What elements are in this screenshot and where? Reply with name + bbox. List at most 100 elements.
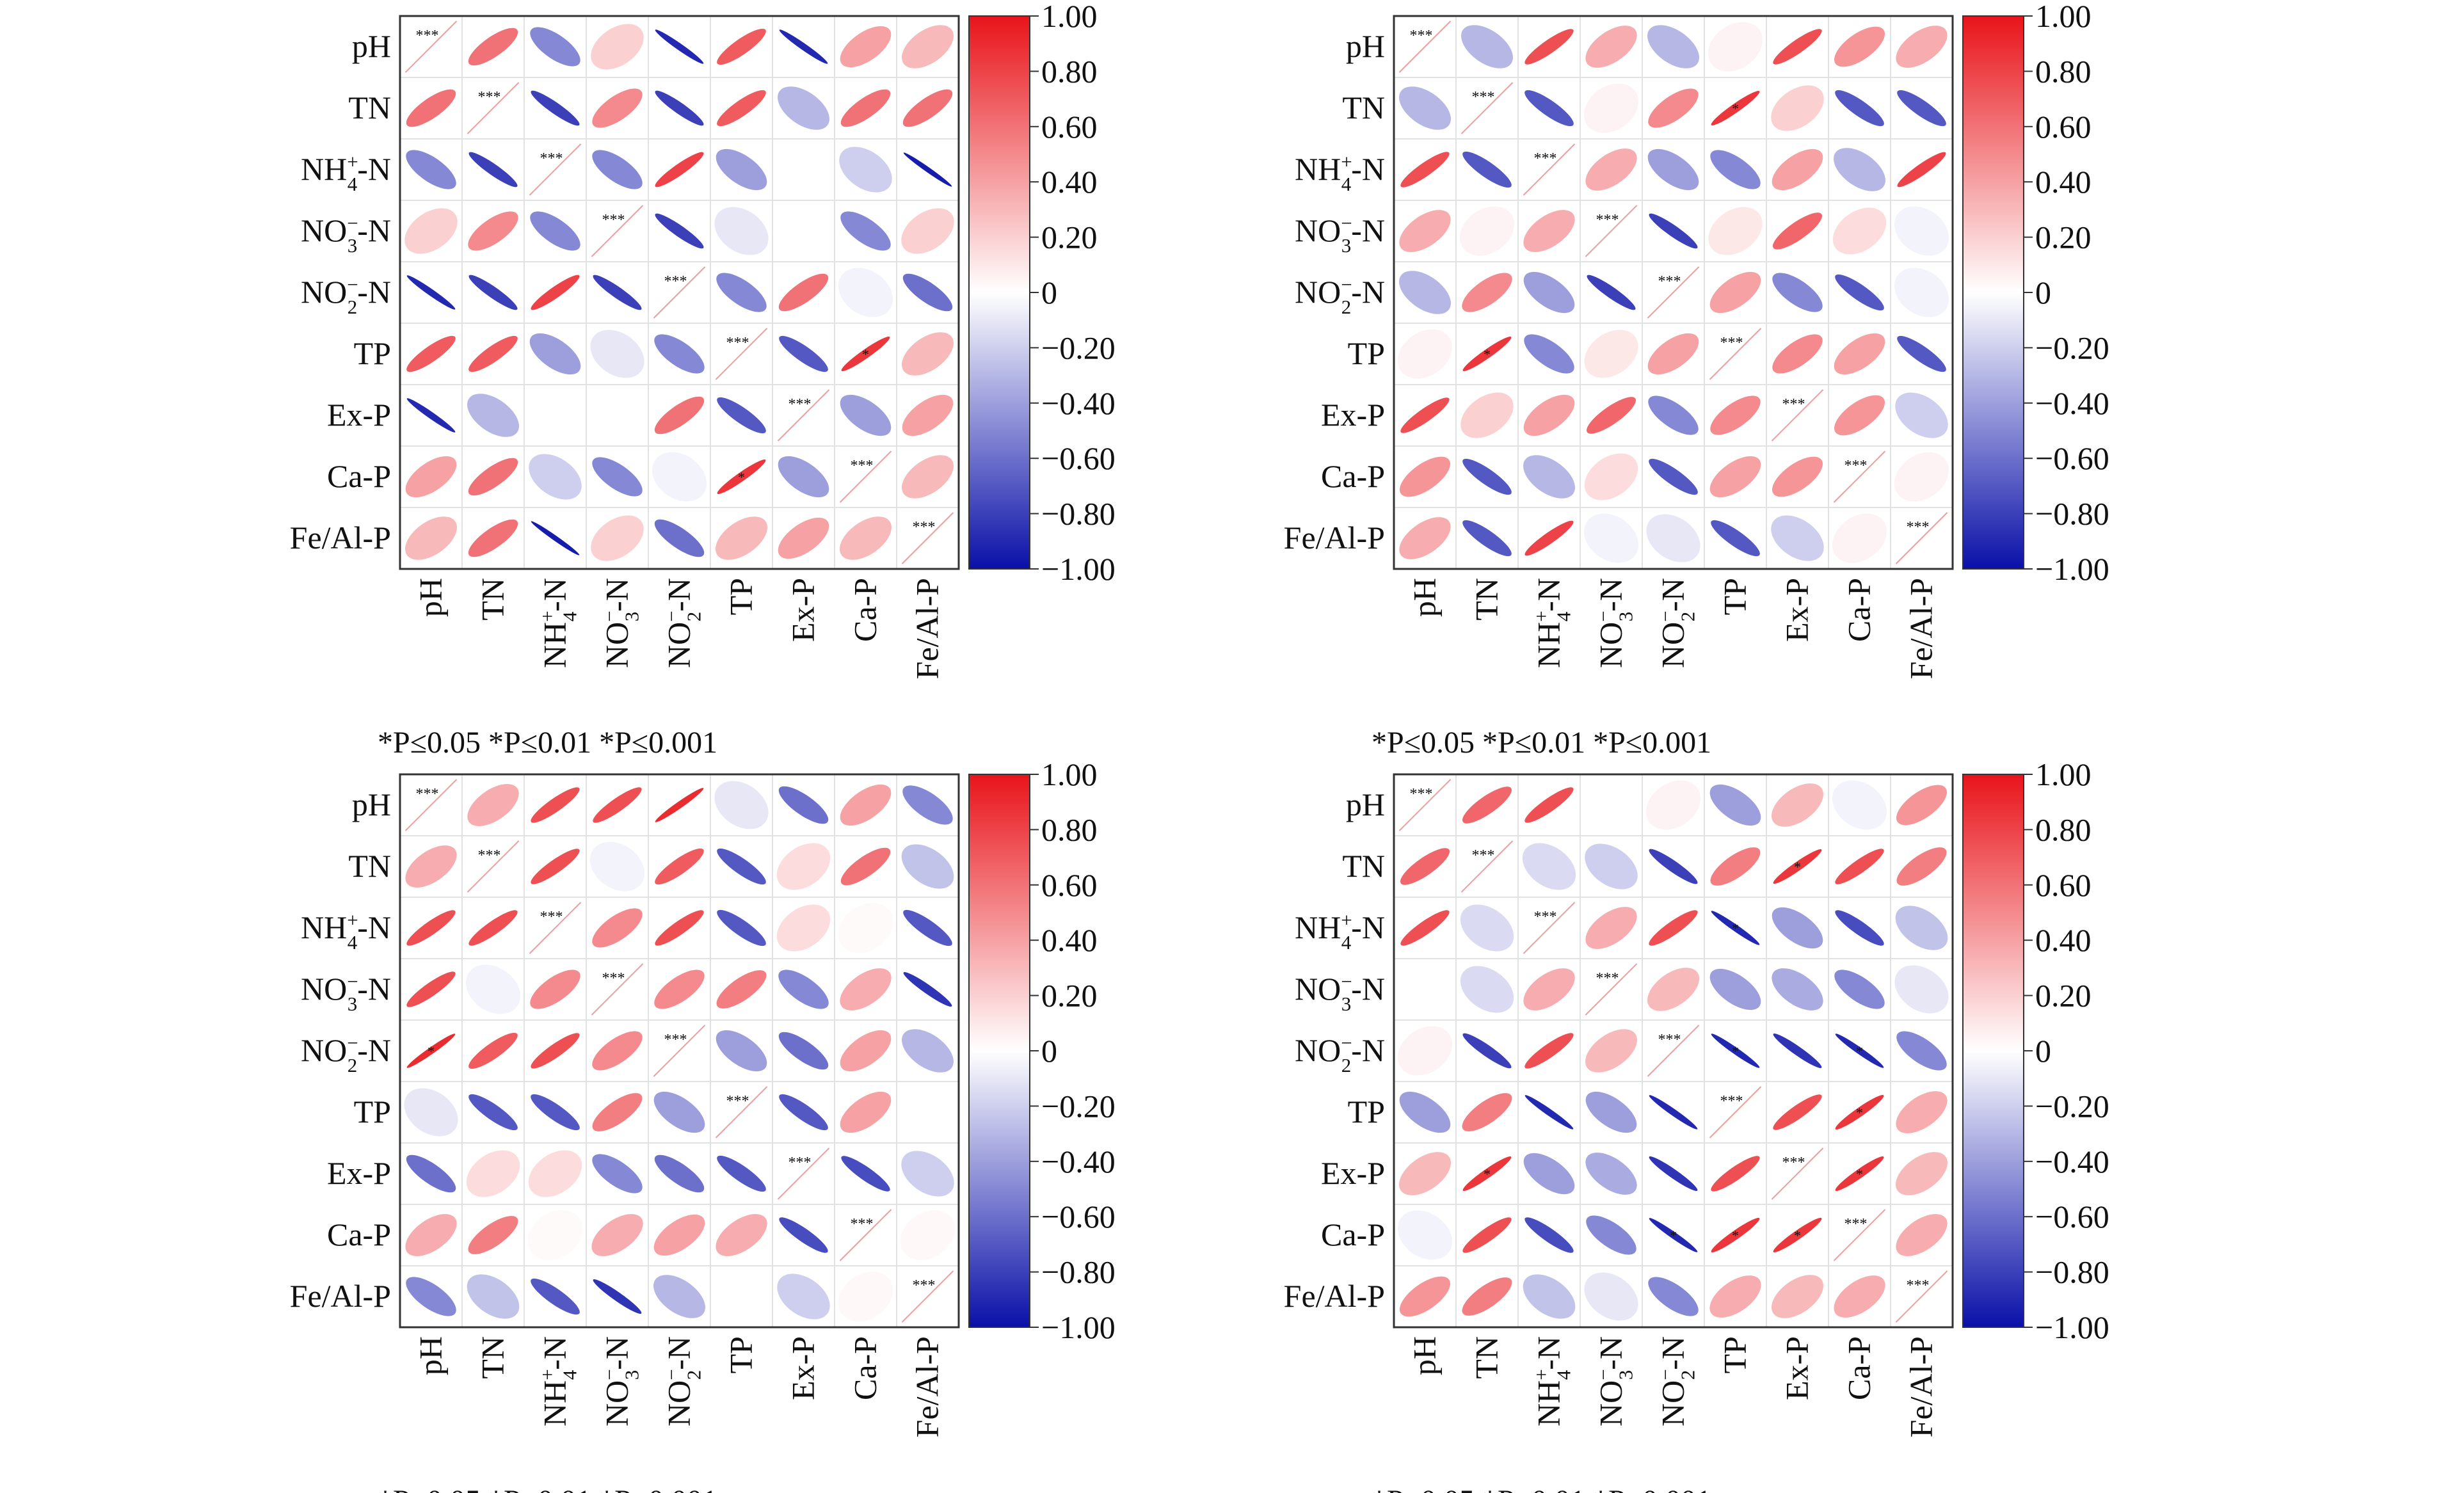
colorbar-tick-label: 0 xyxy=(2035,275,2051,310)
colorbar-tick-label: −1.00 xyxy=(2035,1309,2109,1345)
correlation-ellipse xyxy=(1587,397,1636,434)
significance-star: * xyxy=(1794,859,1801,875)
colorbar-tick-label: 0.60 xyxy=(2035,109,2092,145)
correlation-ellipse xyxy=(1585,26,1637,68)
correlation-ellipse xyxy=(1524,1217,1574,1253)
grid-cell xyxy=(1704,507,1767,570)
column-label: NO−3-N xyxy=(1592,578,1637,668)
colorbar-tick-label: 0.80 xyxy=(1041,811,1098,847)
correlation-ellipse xyxy=(1773,1218,1822,1252)
column-label: pH xyxy=(1407,578,1443,617)
colorbar-tick-label: 0.20 xyxy=(1041,220,1098,255)
correlation-ellipse xyxy=(1897,90,1946,127)
correlation-ellipse xyxy=(901,1151,954,1197)
correlation-ellipse xyxy=(1894,206,1949,256)
correlation-ellipse xyxy=(1397,1026,1453,1076)
colorbar-tick-label: −0.40 xyxy=(2035,385,2109,421)
row-label: Fe/Al-P xyxy=(290,520,391,555)
diagonal-significance-label: *** xyxy=(1720,335,1743,351)
correlation-ellipse xyxy=(1399,271,1451,314)
diagonal-line xyxy=(529,143,582,196)
correlation-ellipse xyxy=(468,519,518,557)
correlation-ellipse xyxy=(1524,29,1574,65)
correlation-ellipse xyxy=(1648,1277,1699,1316)
correlation-ellipse xyxy=(1710,847,1761,886)
significance-star: * xyxy=(1732,1043,1739,1059)
significance-star: * xyxy=(1794,1227,1801,1243)
diagonal-significance-label: *** xyxy=(1534,909,1557,925)
colorbar-tick-label: 1.00 xyxy=(1041,756,1098,792)
correlation-ellipse xyxy=(531,1033,580,1069)
correlation-ellipse xyxy=(1896,785,1947,826)
correlation-ellipse xyxy=(1523,271,1575,314)
significance-star: * xyxy=(862,346,869,362)
colorbar-tick-label: −0.80 xyxy=(1041,1254,1116,1290)
diagonal-significance-label: *** xyxy=(1844,458,1868,474)
diagonal-significance-label: *** xyxy=(1472,89,1495,106)
diagonal-significance-label: *** xyxy=(478,89,501,106)
row-label: NO− 2-N xyxy=(1295,273,1385,318)
correlation-ellipse xyxy=(1708,22,1763,72)
correlation-ellipse xyxy=(1460,966,1514,1013)
correlation-ellipse xyxy=(1709,784,1761,826)
correlation-ellipse xyxy=(1585,843,1638,890)
correlation-ellipse xyxy=(468,1032,518,1069)
correlation-ellipse xyxy=(779,29,828,64)
diagonal-significance-label: *** xyxy=(1596,212,1619,228)
grid-cell xyxy=(1766,15,1829,78)
column-label: Fe/Al-P xyxy=(909,1336,945,1437)
correlation-ellipse xyxy=(1524,334,1574,374)
row-label: NH+ 4-N xyxy=(301,150,391,195)
column-label: Ex-P xyxy=(785,578,821,642)
correlation-ellipse xyxy=(903,909,952,946)
diagonal-significance-label: *** xyxy=(416,28,439,44)
correlation-ellipse xyxy=(1399,517,1451,559)
row-label: TP xyxy=(354,335,391,371)
correlation-ellipse xyxy=(593,787,642,823)
row-label: NH+ 4-N xyxy=(1295,909,1385,954)
correlation-ellipse xyxy=(468,910,518,946)
colorbar-tick-label: 0.40 xyxy=(1041,922,1098,958)
correlation-ellipse xyxy=(591,24,644,70)
row-label: NH+ 4-N xyxy=(1295,150,1385,195)
row-label: Ex-P xyxy=(1321,397,1385,433)
column-label: NO−2-N xyxy=(660,1336,705,1426)
correlation-ellipse xyxy=(468,458,518,496)
diagonal-line xyxy=(1585,205,1638,257)
row-label: pH xyxy=(1346,786,1385,822)
significance-star: * xyxy=(1732,100,1739,116)
correlation-ellipse xyxy=(1647,148,1699,191)
row-label: pH xyxy=(352,28,391,64)
column-label: NH+4-N xyxy=(1530,1336,1575,1426)
correlation-ellipse xyxy=(1462,786,1512,824)
significance-star: * xyxy=(1484,1166,1491,1182)
correlation-ellipse xyxy=(528,1150,582,1197)
colorbar-tick-label: 0.80 xyxy=(2035,811,2092,847)
correlation-ellipse xyxy=(840,89,891,127)
correlation-ellipse xyxy=(406,1277,456,1316)
correlation-ellipse xyxy=(1711,1034,1760,1068)
correlation-ellipse xyxy=(776,205,831,257)
correlation-ellipse xyxy=(840,516,892,560)
column-label: NO−3-N xyxy=(598,578,643,668)
diagonal-significance-label: *** xyxy=(788,396,812,413)
diagonal-line xyxy=(1895,512,1948,564)
correlation-ellipse xyxy=(1896,26,1948,68)
column-label: NO−2-N xyxy=(1654,578,1699,668)
correlation-ellipse xyxy=(716,148,767,191)
colorbar-tick-label: 1.00 xyxy=(1041,0,1098,34)
diagonal-significance-label: *** xyxy=(540,150,563,167)
correlation-ellipse xyxy=(838,1272,893,1321)
correlation-ellipse xyxy=(592,1093,643,1131)
colorbar-tick-label: 0.80 xyxy=(2035,53,2092,89)
correlation-ellipse xyxy=(1709,1275,1761,1318)
colorbar xyxy=(968,774,1030,1328)
diagonal-significance-label: *** xyxy=(664,1032,687,1048)
correlation-ellipse xyxy=(1896,1031,1947,1071)
correlation-ellipse xyxy=(1524,520,1574,556)
correlation-ellipse xyxy=(1583,83,1639,133)
column-label: Fe/Al-P xyxy=(1903,578,1939,679)
correlation-ellipse xyxy=(778,970,829,1009)
